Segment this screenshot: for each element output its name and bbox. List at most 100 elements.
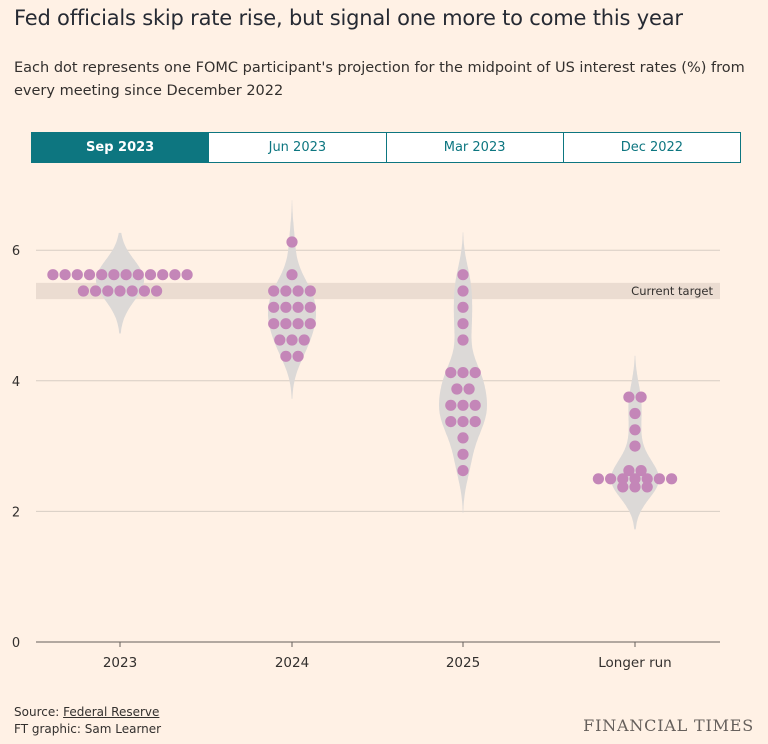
chart-subtitle: Each dot represents one FOMC participant… [14,60,745,99]
projection-dot [280,285,292,297]
projection-dot [304,301,316,313]
projection-dot [280,318,292,330]
projection-dot [605,473,617,485]
projection-dot [457,465,469,477]
projection-dot [304,285,316,297]
projection-dot [457,318,469,330]
tab-jun-2023[interactable]: Jun 2023 [209,132,387,163]
source-line: Source: Federal Reserve [14,704,161,721]
projection-dot [77,285,89,297]
projection-dot [451,383,463,395]
projection-dot [292,318,304,330]
meeting-tabs: Sep 2023 Jun 2023 Mar 2023 Dec 2022 [31,132,741,163]
projection-dot [138,285,150,297]
projection-dot [653,473,666,485]
projection-dot [59,269,71,281]
source-link[interactable]: Federal Reserve [63,705,160,719]
tab-mar-2023[interactable]: Mar 2023 [386,132,564,163]
y-tick-label-0: 0 [12,636,20,651]
projection-dot [292,350,304,362]
projection-dot [469,367,481,379]
projection-dot [274,334,286,346]
projection-dot [629,481,641,493]
projection-dot [286,269,298,281]
projection-dot [666,473,678,485]
projection-dot [457,269,469,281]
dot-plot-chart: 0 2 4 6 Current target 2023 2024 2025 Longer run [12,200,720,671]
projection-dot [181,269,193,281]
projection-dot [90,285,102,297]
projection-dot [71,269,83,281]
projection-dot [286,334,298,346]
projection-dot [457,448,469,460]
projection-dot [151,285,163,297]
projection-dot [298,334,310,346]
footer: Source: Federal Reserve FT graphic: Sam … [14,704,161,738]
x-tick-label-3: Longer run [598,655,671,671]
y-tick-label-6: 6 [12,244,20,259]
tab-sep-2023[interactable]: Sep 2023 [31,132,210,163]
projection-dot [445,416,457,428]
x-tick-label-2: 2025 [446,655,480,671]
projection-dot [457,334,469,346]
projection-dot [304,318,316,330]
projection-dot [635,465,647,477]
projection-dot [629,407,641,420]
y-tick-label-2: 2 [12,505,20,520]
projection-dot [286,236,298,248]
projection-dot [457,285,469,297]
projection-dot [457,416,469,428]
violin-0 [96,232,144,334]
projection-dot [469,399,481,411]
x-tick-label-1: 2024 [275,655,309,671]
chart-title: Fed officials skip rate rise, but signal… [14,6,683,30]
projection-dot [108,269,120,281]
projection-dot [268,318,280,330]
projection-dot [169,269,181,281]
projection-dot [83,269,96,281]
projection-dot [445,367,457,379]
projection-dot [623,391,635,403]
projection-dot [463,383,475,395]
projection-dot [268,285,280,297]
projection-dot [102,285,114,297]
projection-dot [629,473,641,485]
projection-dot [623,465,635,477]
projection-dot [292,285,304,297]
projection-dot [132,269,144,281]
projection-dot [592,473,605,485]
ft-logo: FINANCIAL TIMES [583,716,754,735]
projection-dot [457,367,469,379]
x-tick-label-0: 2023 [103,655,137,671]
projection-dot [641,473,653,485]
projection-dot [126,285,138,297]
projection-dot [457,301,469,313]
violin-1 [268,200,316,399]
current-target-band [36,282,720,300]
projection-dot [157,269,169,281]
source-prefix: Source: [14,705,64,719]
projection-dot [635,391,647,403]
projection-dot [445,399,457,411]
projection-dot [268,301,280,313]
current-target-label: Current target [631,284,713,298]
projection-dot [120,269,132,281]
projection-dot [469,416,481,428]
projection-dot [617,473,629,485]
graphic-credit: FT graphic: Sam Learner [14,722,162,736]
projection-dot [617,481,629,493]
y-tick-label-4: 4 [12,375,20,390]
projection-dot [96,269,108,281]
projection-dot [280,350,292,362]
projection-dot [144,269,157,281]
projection-dot [47,269,59,281]
projection-dot [457,432,469,444]
projection-dot [292,301,304,313]
projection-dot [280,301,292,313]
projection-dot [641,481,653,493]
projection-dot [457,399,469,411]
projection-dot [114,285,126,297]
tab-dec-2022[interactable]: Dec 2022 [563,132,741,163]
projection-dot [629,424,641,436]
projection-dot [629,440,641,452]
